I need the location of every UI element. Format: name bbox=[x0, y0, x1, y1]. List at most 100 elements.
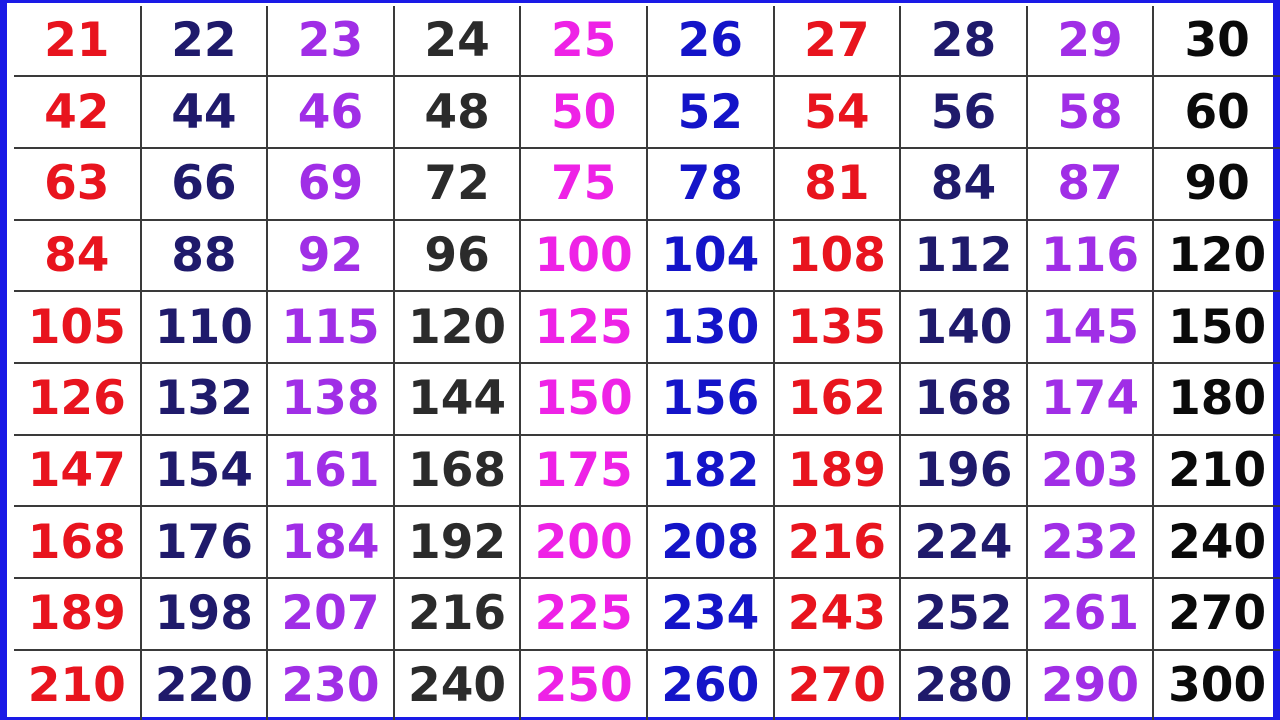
table-cell: 104 bbox=[645, 218, 775, 293]
table-cell: 240 bbox=[1152, 505, 1280, 580]
table-row: 189 198 207 216 225 234 243 252 261 270 bbox=[14, 577, 1280, 651]
table-cell: 210 bbox=[14, 648, 142, 720]
table-cell: 184 bbox=[266, 505, 395, 580]
table-cell: 48 bbox=[392, 75, 522, 149]
table-cell: 116 bbox=[1025, 218, 1155, 293]
table-cell: 175 bbox=[519, 433, 648, 508]
table-cell: 300 bbox=[1152, 648, 1280, 720]
table-cell: 203 bbox=[1025, 433, 1155, 508]
table-cell: 168 bbox=[392, 433, 522, 508]
table-cell: 90 bbox=[1152, 146, 1280, 221]
table-cell: 198 bbox=[139, 577, 269, 651]
table-row: 84 88 92 96 100 104 108 112 116 120 bbox=[14, 218, 1280, 293]
table-cell: 84 bbox=[899, 146, 1028, 221]
table-cell: 42 bbox=[14, 75, 142, 149]
table-cell: 24 bbox=[392, 6, 522, 78]
table-cell: 280 bbox=[899, 648, 1028, 720]
table-cell: 150 bbox=[1152, 290, 1280, 364]
multiplication-table-body: 21 22 23 24 25 26 27 28 29 30 42 44 46 48 50 52 54 56 58 60… bbox=[14, 6, 1280, 720]
table-cell: 224 bbox=[899, 505, 1028, 580]
table-cell: 200 bbox=[519, 505, 648, 580]
table-cell: 88 bbox=[139, 218, 269, 293]
table-cell: 135 bbox=[772, 290, 902, 364]
table-cell: 58 bbox=[1025, 75, 1155, 149]
table-cell: 112 bbox=[899, 218, 1028, 293]
table-cell: 30 bbox=[1152, 6, 1280, 78]
table-cell: 154 bbox=[139, 433, 269, 508]
table-row: 168 176 184 192 200 208 216 224 232 240 bbox=[14, 505, 1280, 580]
table-cell: 66 bbox=[139, 146, 269, 221]
table-cell: 174 bbox=[1025, 361, 1155, 436]
table-cell: 225 bbox=[519, 577, 648, 651]
table-cell: 208 bbox=[645, 505, 775, 580]
table-cell: 56 bbox=[899, 75, 1028, 149]
table-cell: 78 bbox=[645, 146, 775, 221]
table-cell: 22 bbox=[139, 6, 269, 78]
table-cell: 189 bbox=[772, 433, 902, 508]
table-cell: 138 bbox=[266, 361, 395, 436]
table-cell: 168 bbox=[14, 505, 142, 580]
table-cell: 240 bbox=[392, 648, 522, 720]
table-cell: 63 bbox=[14, 146, 142, 221]
table-cell: 176 bbox=[139, 505, 269, 580]
table-cell: 270 bbox=[1152, 577, 1280, 651]
table-cell: 234 bbox=[645, 577, 775, 651]
table-cell: 44 bbox=[139, 75, 269, 149]
table-cell: 72 bbox=[392, 146, 522, 221]
table-cell: 54 bbox=[772, 75, 902, 149]
table-row: 42 44 46 48 50 52 54 56 58 60 bbox=[14, 75, 1280, 149]
table-cell: 290 bbox=[1025, 648, 1155, 720]
table-cell: 207 bbox=[266, 577, 395, 651]
table-cell: 105 bbox=[14, 290, 142, 364]
table-cell: 250 bbox=[519, 648, 648, 720]
table-cell: 182 bbox=[645, 433, 775, 508]
table-cell: 130 bbox=[645, 290, 775, 364]
table-cell: 96 bbox=[392, 218, 522, 293]
table-cell: 46 bbox=[266, 75, 395, 149]
table-cell: 220 bbox=[139, 648, 269, 720]
table-cell: 230 bbox=[266, 648, 395, 720]
table-cell: 210 bbox=[1152, 433, 1280, 508]
table-cell: 100 bbox=[519, 218, 648, 293]
table-cell: 132 bbox=[139, 361, 269, 436]
table-cell: 270 bbox=[772, 648, 902, 720]
table-cell: 23 bbox=[266, 6, 395, 78]
table-cell: 60 bbox=[1152, 75, 1280, 149]
table-cell: 216 bbox=[392, 577, 522, 651]
table-cell: 115 bbox=[266, 290, 395, 364]
table-cell: 125 bbox=[519, 290, 648, 364]
table-cell: 261 bbox=[1025, 577, 1155, 651]
table-cell: 108 bbox=[772, 218, 902, 293]
table-cell: 50 bbox=[519, 75, 648, 149]
table-cell: 81 bbox=[772, 146, 902, 221]
table-row: 63 66 69 72 75 78 81 84 87 90 bbox=[14, 146, 1280, 221]
table-cell: 26 bbox=[645, 6, 775, 78]
table-cell: 29 bbox=[1025, 6, 1155, 78]
table-cell: 140 bbox=[899, 290, 1028, 364]
multiplication-table: 21 22 23 24 25 26 27 28 29 30 42 44 46 48 50 52 54 56 58 60… bbox=[14, 6, 1280, 720]
table-cell: 156 bbox=[645, 361, 775, 436]
table-cell: 69 bbox=[266, 146, 395, 221]
table-cell: 28 bbox=[899, 6, 1028, 78]
table-cell: 243 bbox=[772, 577, 902, 651]
table-row: 126 132 138 144 150 156 162 168 174 180 bbox=[14, 361, 1280, 436]
table-cell: 252 bbox=[899, 577, 1028, 651]
table-cell: 192 bbox=[392, 505, 522, 580]
table-cell: 145 bbox=[1025, 290, 1155, 364]
table-cell: 52 bbox=[645, 75, 775, 149]
table-row: 21 22 23 24 25 26 27 28 29 30 bbox=[14, 6, 1280, 78]
table-row: 105 110 115 120 125 130 135 140 145 150 bbox=[14, 290, 1280, 364]
table-cell: 168 bbox=[899, 361, 1028, 436]
table-cell: 150 bbox=[519, 361, 648, 436]
table-cell: 75 bbox=[519, 146, 648, 221]
table-cell: 216 bbox=[772, 505, 902, 580]
table-cell: 260 bbox=[645, 648, 775, 720]
table-cell: 196 bbox=[899, 433, 1028, 508]
table-cell: 161 bbox=[266, 433, 395, 508]
table-cell: 147 bbox=[14, 433, 142, 508]
table-cell: 120 bbox=[1152, 218, 1280, 293]
table-cell: 144 bbox=[392, 361, 522, 436]
table-cell: 232 bbox=[1025, 505, 1155, 580]
table-cell: 92 bbox=[266, 218, 395, 293]
